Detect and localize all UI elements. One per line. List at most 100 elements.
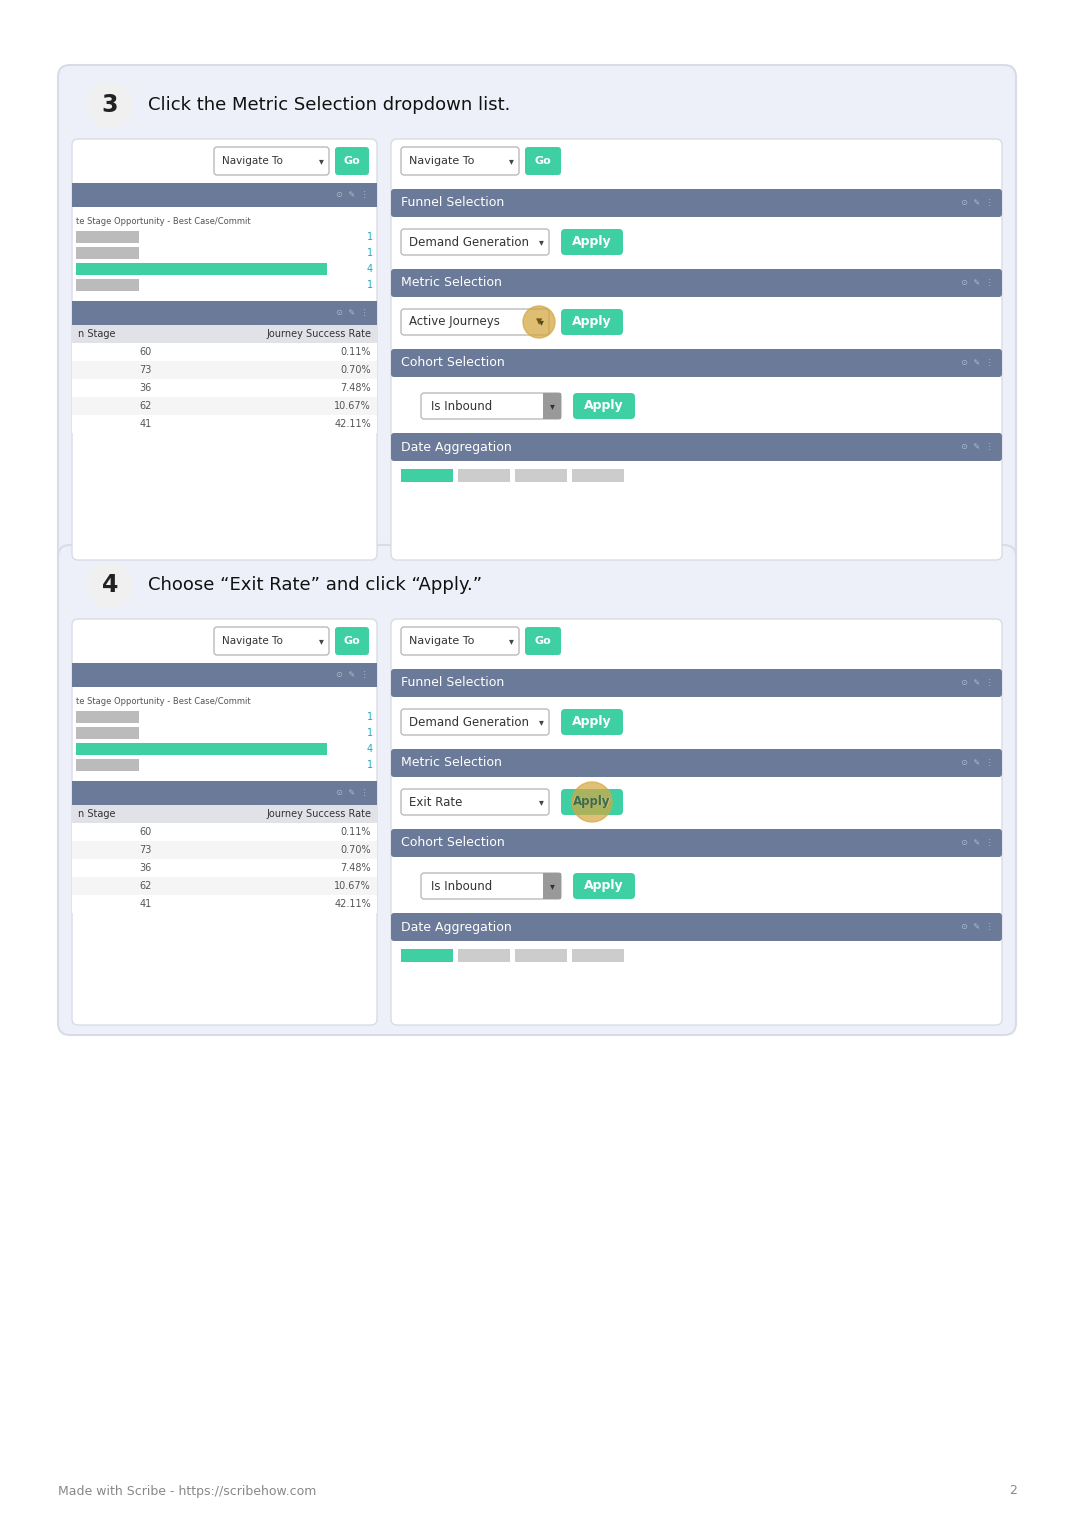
Text: Apply: Apply	[584, 879, 623, 893]
Text: ▾: ▾	[508, 636, 514, 646]
Text: Is Inbound: Is Inbound	[431, 879, 492, 893]
Bar	[72, 823, 377, 841]
FancyBboxPatch shape	[391, 189, 1002, 218]
Text: Click the Metric Selection dropdown list.: Click the Metric Selection dropdown list…	[148, 96, 511, 114]
Text: 60: 60	[140, 347, 152, 357]
FancyBboxPatch shape	[401, 148, 519, 175]
Text: Active Journeys: Active Journeys	[408, 315, 500, 329]
Text: Apply: Apply	[572, 795, 612, 809]
Text: 0.11%: 0.11%	[341, 827, 371, 837]
Text: ▾: ▾	[539, 316, 544, 327]
Bar	[76, 246, 139, 259]
Text: 1: 1	[367, 280, 373, 291]
FancyBboxPatch shape	[391, 433, 1002, 461]
Bar	[72, 663, 377, 687]
Text: 73: 73	[140, 365, 152, 376]
Text: Metric Selection: Metric Selection	[401, 756, 502, 770]
Bar	[401, 468, 453, 482]
Bar	[76, 759, 139, 771]
Bar	[515, 468, 567, 482]
Bar	[72, 878, 377, 894]
FancyBboxPatch shape	[401, 230, 549, 256]
Text: ⊙  ✎  ⋮: ⊙ ✎ ⋮	[961, 199, 994, 207]
Text: 73: 73	[140, 846, 152, 855]
Text: 42.11%: 42.11%	[334, 418, 371, 429]
Bar	[76, 278, 139, 291]
FancyBboxPatch shape	[214, 148, 329, 175]
Text: Cohort Selection: Cohort Selection	[401, 356, 505, 370]
Text: 1: 1	[367, 760, 373, 770]
Circle shape	[87, 561, 133, 608]
Text: Journey Success Rate: Journey Success Rate	[266, 809, 371, 818]
Text: 10.67%: 10.67%	[334, 881, 371, 891]
FancyBboxPatch shape	[401, 789, 549, 815]
Bar	[572, 468, 623, 482]
FancyBboxPatch shape	[391, 138, 1002, 560]
Bar	[72, 894, 377, 913]
FancyBboxPatch shape	[335, 148, 369, 175]
Text: ⊙  ✎  ⋮: ⊙ ✎ ⋮	[336, 309, 369, 318]
Bar	[72, 301, 377, 325]
Text: Metric Selection: Metric Selection	[401, 277, 502, 289]
Text: Journey Success Rate: Journey Success Rate	[266, 329, 371, 339]
FancyBboxPatch shape	[58, 545, 1016, 1034]
FancyBboxPatch shape	[391, 748, 1002, 777]
FancyBboxPatch shape	[391, 619, 1002, 1025]
FancyBboxPatch shape	[561, 709, 623, 735]
Bar	[543, 392, 561, 418]
Text: 4: 4	[367, 744, 373, 754]
Text: 2: 2	[1009, 1484, 1017, 1498]
Text: ⊙  ✎  ⋮: ⊙ ✎ ⋮	[336, 788, 369, 797]
FancyBboxPatch shape	[573, 392, 635, 418]
Bar	[72, 183, 377, 207]
Circle shape	[572, 782, 612, 821]
Text: 1: 1	[367, 712, 373, 722]
Text: Go: Go	[344, 636, 360, 646]
Text: ▾: ▾	[539, 237, 544, 246]
Text: ▾: ▾	[318, 157, 324, 166]
Bar	[72, 379, 377, 397]
Text: 0.70%: 0.70%	[341, 365, 371, 376]
Text: ⊙  ✎  ⋮: ⊙ ✎ ⋮	[961, 838, 994, 847]
Text: Apply: Apply	[572, 315, 612, 329]
Bar	[76, 263, 327, 275]
Bar	[76, 727, 139, 739]
Bar	[76, 231, 139, 243]
Text: Funnel Selection: Funnel Selection	[401, 677, 504, 689]
Text: 36: 36	[140, 383, 152, 392]
Bar	[572, 949, 623, 961]
Text: n Stage: n Stage	[78, 809, 115, 818]
Text: te Stage Opportunity - Best Case/Commit: te Stage Opportunity - Best Case/Commit	[76, 697, 250, 706]
FancyBboxPatch shape	[561, 230, 623, 256]
Text: Is Inbound: Is Inbound	[431, 400, 492, 412]
FancyBboxPatch shape	[391, 913, 1002, 941]
Text: Navigate To: Navigate To	[408, 636, 474, 646]
Circle shape	[524, 306, 555, 338]
Text: Apply: Apply	[572, 236, 612, 248]
Bar	[72, 360, 377, 379]
Text: ⊙  ✎  ⋮: ⊙ ✎ ⋮	[336, 671, 369, 680]
Text: 0.70%: 0.70%	[341, 846, 371, 855]
Text: Exit Rate: Exit Rate	[408, 795, 462, 809]
Text: Funnel Selection: Funnel Selection	[401, 196, 504, 210]
Text: ⊙  ✎  ⋮: ⊙ ✎ ⋮	[961, 278, 994, 287]
Text: 41: 41	[140, 418, 152, 429]
Text: 4: 4	[102, 573, 118, 598]
Text: Demand Generation: Demand Generation	[408, 715, 529, 729]
Bar	[515, 949, 567, 961]
FancyBboxPatch shape	[561, 789, 623, 815]
Text: ⊙  ✎  ⋮: ⊙ ✎ ⋮	[961, 923, 994, 931]
FancyBboxPatch shape	[525, 627, 561, 656]
FancyBboxPatch shape	[72, 138, 377, 560]
FancyBboxPatch shape	[58, 65, 1016, 570]
Text: 1: 1	[367, 729, 373, 738]
Text: ⊙  ✎  ⋮: ⊙ ✎ ⋮	[961, 678, 994, 687]
Text: 1: 1	[367, 248, 373, 259]
Text: Navigate To: Navigate To	[408, 157, 474, 166]
FancyBboxPatch shape	[391, 348, 1002, 377]
Text: Apply: Apply	[584, 400, 623, 412]
Bar	[458, 949, 510, 961]
Text: Apply: Apply	[572, 715, 612, 729]
Text: Go: Go	[534, 636, 551, 646]
Text: ⊙  ✎  ⋮: ⊙ ✎ ⋮	[961, 443, 994, 452]
